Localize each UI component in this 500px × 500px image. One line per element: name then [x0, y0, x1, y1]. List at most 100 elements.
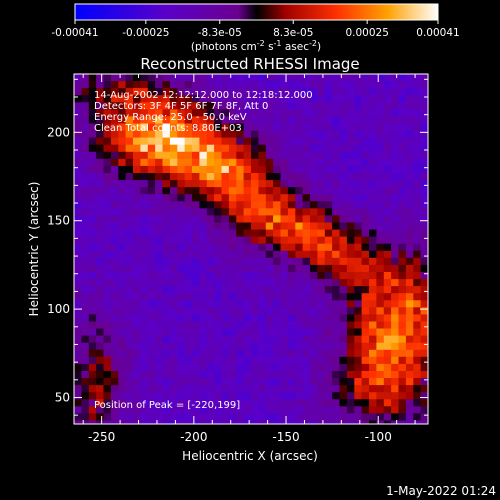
heatmap-cell: [169, 74, 178, 82]
heatmap-cell: [273, 95, 282, 103]
heatmap-cell: [310, 144, 318, 153]
heatmap-cell: [361, 371, 370, 379]
heatmap-cell: [221, 151, 230, 160]
heatmap-cell: [383, 194, 392, 202]
heatmap-cell: [140, 116, 149, 125]
heatmap-cell: [258, 328, 267, 337]
heatmap-cell: [324, 187, 333, 195]
heatmap-cell: [420, 158, 428, 167]
heatmap-cell: [192, 314, 200, 323]
heatmap-cell: [295, 123, 304, 132]
heatmap-cell: [295, 173, 304, 181]
heatmap-cell: [398, 356, 407, 365]
heatmap-cell: [317, 321, 326, 330]
heatmap-cell: [295, 293, 304, 301]
heatmap-cell: [258, 95, 267, 103]
heatmap-cell: [214, 165, 223, 174]
heatmap-cell: [236, 194, 245, 202]
heatmap-cell: [265, 349, 274, 358]
heatmap-cell: [265, 264, 274, 273]
heatmap-cell: [361, 144, 370, 153]
heatmap-cell: [280, 399, 289, 407]
heatmap-cell: [74, 151, 82, 160]
heatmap-cell: [221, 272, 230, 280]
heatmap-cell: [405, 272, 414, 280]
heatmap-cell: [346, 81, 355, 89]
heatmap-cell: [354, 208, 363, 216]
heatmap-cell: [177, 208, 186, 216]
heatmap-cell: [236, 123, 245, 132]
heatmap-cell: [346, 243, 355, 252]
heatmap-cell: [125, 187, 134, 195]
heatmap-cell: [346, 215, 355, 224]
heatmap-cell: [74, 321, 82, 330]
heatmap-cell: [118, 187, 127, 195]
heatmap-cell: [236, 413, 245, 422]
heatmap-cell: [420, 130, 428, 139]
heatmap-cell: [133, 109, 141, 118]
heatmap-cell: [428, 279, 436, 287]
heatmap-cell: [236, 151, 245, 160]
heatmap-cell: [192, 250, 200, 259]
heatmap-cell: [192, 413, 200, 422]
heatmap-cell: [214, 81, 223, 89]
heatmap-cell: [376, 300, 385, 308]
heatmap-cell: [428, 265, 436, 273]
heatmap-cell: [258, 342, 267, 351]
heatmap-cell: [310, 349, 318, 358]
heatmap-cell: [265, 116, 274, 125]
heatmap-cell: [228, 328, 237, 337]
heatmap-cell: [74, 243, 82, 252]
heatmap-cell: [162, 286, 171, 294]
heatmap-cell: [147, 180, 156, 188]
heatmap-cell: [74, 137, 82, 146]
heatmap-cell: [243, 378, 252, 386]
heatmap-cell: [169, 356, 178, 365]
heatmap-cell: [162, 385, 171, 393]
heatmap-cell: [162, 109, 171, 118]
heatmap-cell: [147, 413, 156, 422]
heatmap-cell: [206, 392, 215, 400]
heatmap-cell: [265, 187, 274, 195]
heatmap-cell: [206, 144, 215, 153]
heatmap-cell: [317, 158, 326, 167]
heatmap-cell: [74, 272, 82, 280]
heatmap-cell: [125, 406, 134, 414]
heatmap-cell: [133, 137, 141, 146]
heatmap-cell: [162, 392, 171, 400]
heatmap-cell: [383, 250, 392, 259]
heatmap-cell: [361, 335, 370, 344]
heatmap-cell: [214, 187, 223, 195]
heatmap-cell: [199, 272, 208, 280]
heatmap-cell: [74, 116, 82, 125]
heatmap-cell: [302, 279, 311, 287]
heatmap-cell: [332, 144, 341, 153]
heatmap-cell: [405, 194, 414, 202]
heatmap-cell: [324, 144, 333, 153]
heatmap-cell: [295, 342, 304, 351]
heatmap-cell: [324, 116, 333, 125]
heatmap-cell: [332, 335, 341, 344]
heatmap-cell: [303, 428, 311, 436]
heatmap-cell: [103, 236, 112, 245]
heatmap-cell: [103, 328, 112, 337]
heatmap-cell: [295, 420, 304, 424]
heatmap-cell: [383, 356, 392, 365]
heatmap-cell: [376, 137, 385, 146]
heatmap-cell: [214, 144, 223, 153]
heatmap-cell: [369, 102, 377, 110]
heatmap-cell: [324, 420, 333, 424]
heatmap-cell: [273, 272, 282, 280]
heatmap-cell: [369, 257, 377, 266]
heatmap-cell: [140, 123, 149, 132]
heatmap-cell: [221, 378, 230, 386]
heatmap-cell: [81, 88, 90, 96]
heatmap-cell: [295, 187, 304, 195]
heatmap-cell: [346, 279, 355, 287]
heatmap-cell: [405, 130, 414, 139]
heatmap-cell: [332, 158, 341, 167]
heatmap-cell: [169, 363, 178, 372]
heatmap-cell: [74, 88, 82, 96]
heatmap-cell: [302, 349, 311, 358]
heatmap-cell: [361, 349, 370, 358]
